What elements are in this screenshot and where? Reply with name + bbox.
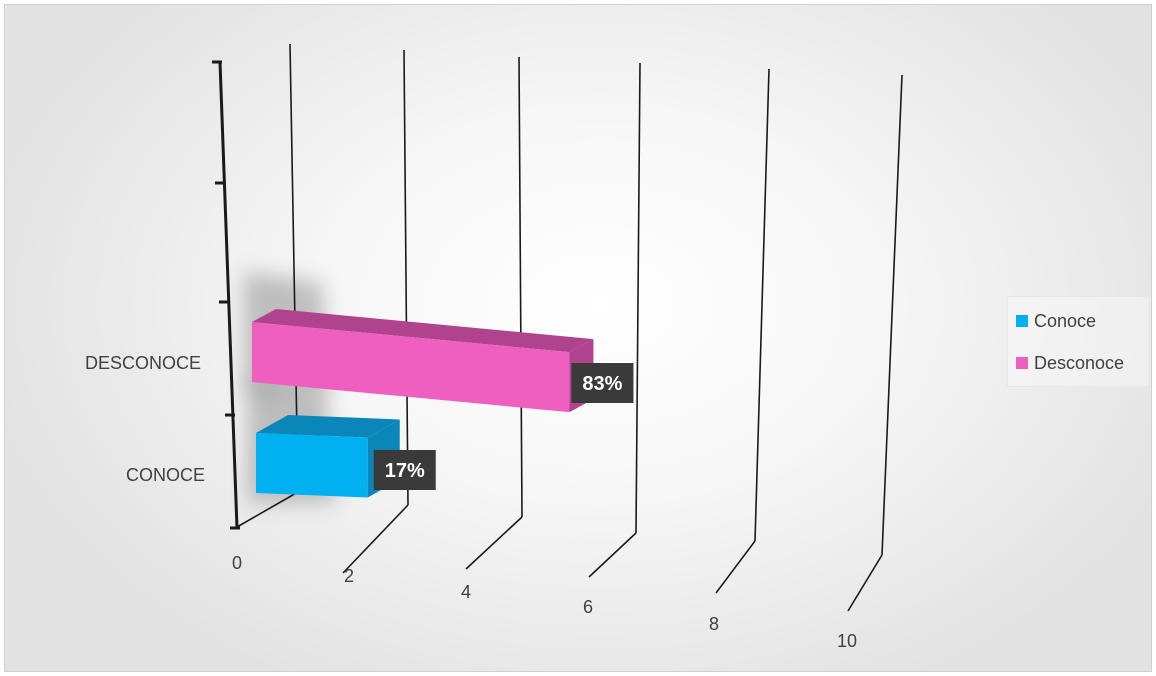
data-label-desconoce: 83%: [582, 373, 622, 395]
x-tick-label-4: 4: [461, 582, 471, 602]
category-label-conoce: CONOCE: [126, 465, 205, 485]
floor-gridline-8: [715, 540, 756, 594]
legend-label-desconoce: Desconoce: [1034, 352, 1125, 373]
legend: Conoce Desconoce: [1007, 296, 1150, 387]
legend-swatch-conoce: [1016, 315, 1028, 327]
gridline-10: [881, 74, 903, 556]
legend-item-conoce: Conoce: [1016, 309, 1096, 333]
category-label-desconoce: DESCONOCE: [85, 353, 201, 373]
floor-gridline-6: [588, 532, 637, 578]
bar-top-desconoce: [252, 309, 594, 353]
data-label-box-conoce: [373, 450, 436, 490]
x-tick-label-2: 2: [344, 566, 354, 586]
floor-gridline-0: [236, 491, 299, 528]
x-tick-label-6: 6: [583, 597, 593, 617]
data-label-conoce: 17%: [385, 460, 425, 482]
legend-swatch-desconoce: [1016, 357, 1028, 369]
x-tick-label-10: 10: [837, 631, 857, 651]
gridline-4: [518, 56, 523, 518]
bar-conoce: [256, 433, 368, 498]
gridline-6: [635, 62, 641, 534]
x-tick-label-0: 0: [232, 553, 242, 573]
floor-gridline-4: [465, 516, 523, 570]
bar-top-conoce: [256, 415, 400, 438]
floor-gridline-10: [847, 554, 883, 612]
legend-label-conoce: Conoce: [1034, 310, 1097, 331]
gridline-8: [754, 68, 770, 542]
data-label-box-desconoce: [571, 363, 634, 403]
gridline-2: [403, 49, 409, 506]
bar-desconoce: [252, 322, 570, 413]
category-axis: [218, 61, 239, 529]
legend-item-desconoce: Desconoce: [1016, 351, 1124, 375]
floor-gridline-2: [342, 504, 409, 574]
x-tick-label-8: 8: [709, 614, 719, 634]
